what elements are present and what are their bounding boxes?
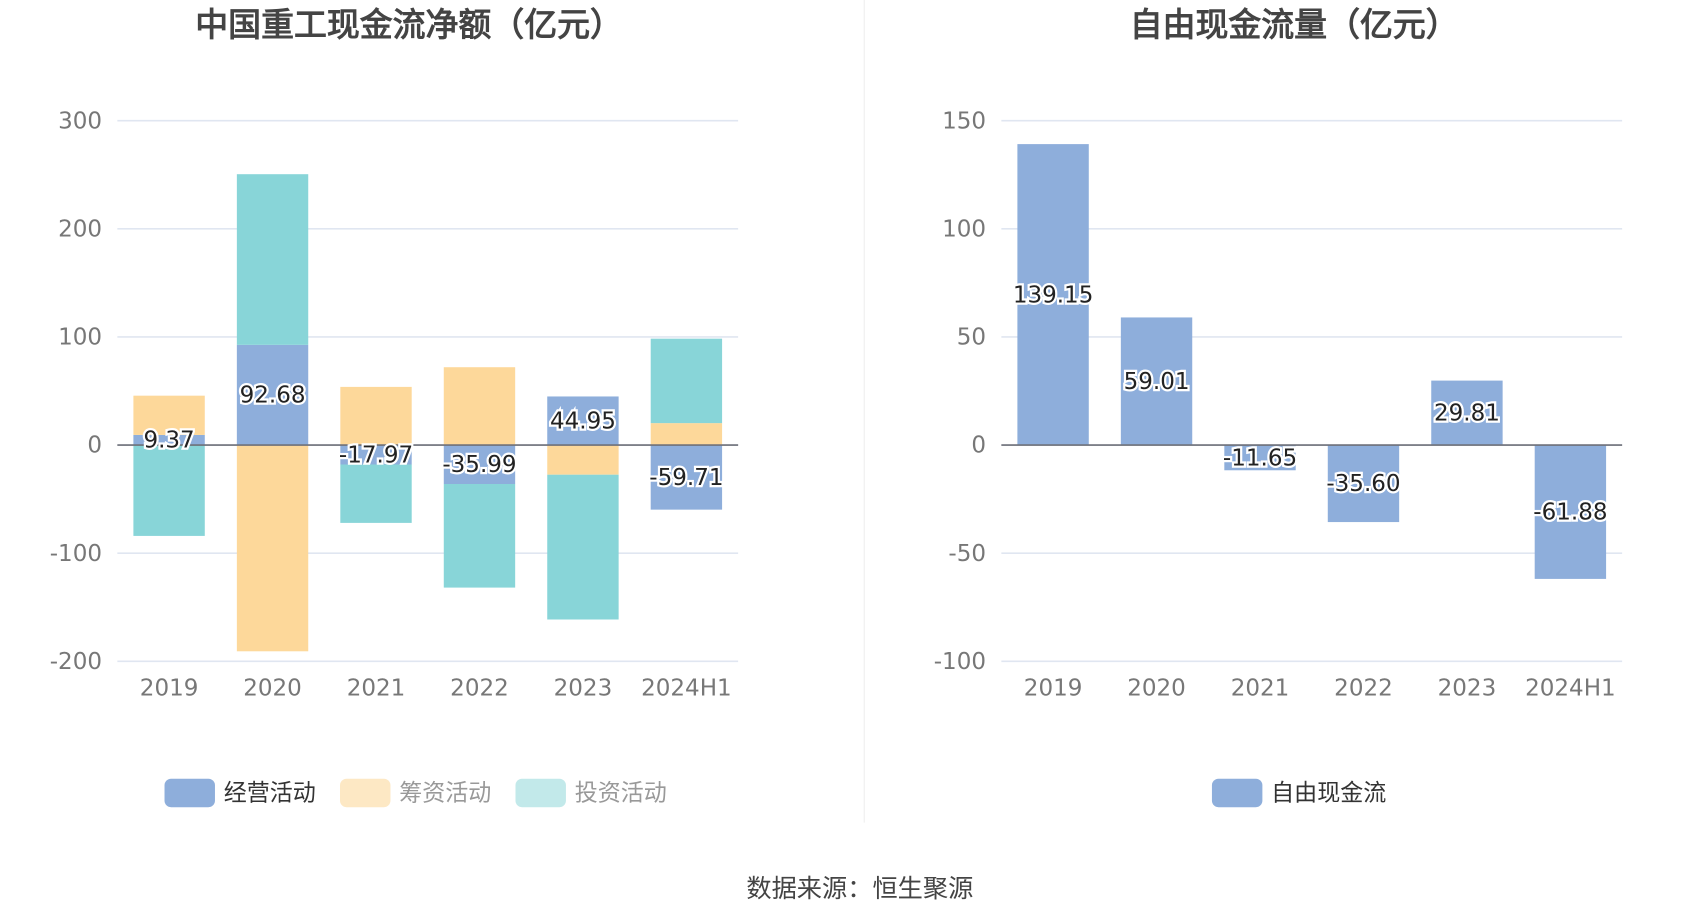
data-label: 92.68 [240,383,306,409]
data-label: 44.95 [550,408,616,434]
legend-item-筹资活动[interactable]: 筹资活动 [340,778,491,808]
y-tick-label: -200 [50,649,102,675]
bar-2023[interactable] [547,396,619,446]
x-tick-label: 2023 [1438,675,1497,701]
y-tick-label: 200 [58,216,102,242]
bar-2020[interactable] [236,344,309,446]
legend-item-自由现金流[interactable]: 自由现金流 [1211,778,1386,808]
legend-label: 经营活动 [224,781,316,807]
x-tick-label: 2024H1 [1525,675,1616,701]
x-tick-label: 2020 [1127,675,1186,701]
y-tick-label: 0 [87,433,102,459]
x-tick-label: 2023 [554,675,613,701]
x-tick-label: 2021 [347,675,406,701]
legend-label: 投资活动 [575,781,667,807]
bar-2020[interactable] [1120,317,1193,446]
legend-label: 自由现金流 [1271,781,1386,807]
data-label: 59.01 [1124,369,1190,395]
x-tick-label: 2022 [450,675,509,701]
cash-flow-chart: 300 200 100 0 -100 -200 2019 2020 2021 2022 2023 20… [50,108,739,808]
bar-2023[interactable] [1431,380,1503,446]
bar-2021[interactable] [1224,445,1296,471]
x-tick-label: 2024H1 [641,675,732,701]
y-tick-label: 100 [942,216,986,242]
legend-swatch [340,778,391,808]
bar-2024H1[interactable] [650,338,723,424]
legend-swatch [164,778,215,808]
data-label: 9.37 [143,428,194,454]
free-cash-flow-chart: 150 100 50 0 -50 -100 2019 2020 2021 2022 2023 2024… [934,108,1623,808]
data-label: -61.88 [1533,500,1607,526]
data-label: -35.99 [442,452,516,478]
data-label: -11.65 [1223,445,1297,471]
legend-swatch [1211,778,1263,808]
legend-label: 筹资活动 [399,781,491,807]
bar-2019[interactable] [133,445,205,536]
bar-2022[interactable] [443,483,516,588]
x-tick-label: 2019 [140,675,199,701]
bar-2021[interactable] [340,386,412,446]
y-tick-label: 50 [957,325,986,351]
bar-2023[interactable] [547,445,619,475]
bar-2021[interactable] [340,464,412,523]
x-tick-label: 2019 [1024,675,1083,701]
y-tick-label: 100 [58,325,102,351]
data-label: -17.97 [339,442,413,468]
data-source: 数据来源：恒生聚源 [746,874,973,903]
legend-item-投资活动[interactable]: 投资活动 [515,778,667,808]
bar-2019[interactable] [133,434,205,446]
bar-2020[interactable] [236,445,309,652]
y-tick-label: 300 [58,108,102,134]
data-label: 139.15 [1013,282,1094,308]
y-tick-label: 0 [971,433,986,459]
data-label: -59.71 [649,465,723,491]
legend-swatch [515,778,566,808]
bar-2024H1[interactable] [650,423,723,446]
chart-title-left: 中国重工现金流净额（亿元） [195,5,623,44]
chart-title-right: 自由现金流量（亿元） [1130,5,1459,44]
bar-2022[interactable] [1327,445,1400,523]
y-tick-label: -50 [948,541,986,567]
y-tick-label: -100 [934,649,986,675]
data-label: -35.60 [1326,471,1400,497]
x-tick-label: 2021 [1231,675,1290,701]
bar-2022[interactable] [443,445,516,484]
bar-2022[interactable] [443,367,516,446]
y-tick-label: 150 [942,108,986,134]
bar-2024H1[interactable] [650,445,723,510]
bar-2019[interactable] [1017,144,1089,446]
x-tick-label: 2020 [243,675,302,701]
bar-2023[interactable] [547,474,619,620]
legend-item-经营活动[interactable]: 经营活动 [164,778,316,808]
bar-2021[interactable] [340,445,412,465]
bar-2019[interactable] [133,395,205,435]
x-tick-label: 2022 [1334,675,1393,701]
bar-2020[interactable] [236,174,309,345]
y-tick-label: -100 [50,541,102,567]
data-label: 29.81 [1434,401,1500,427]
bar-2024H1[interactable] [1534,445,1607,579]
